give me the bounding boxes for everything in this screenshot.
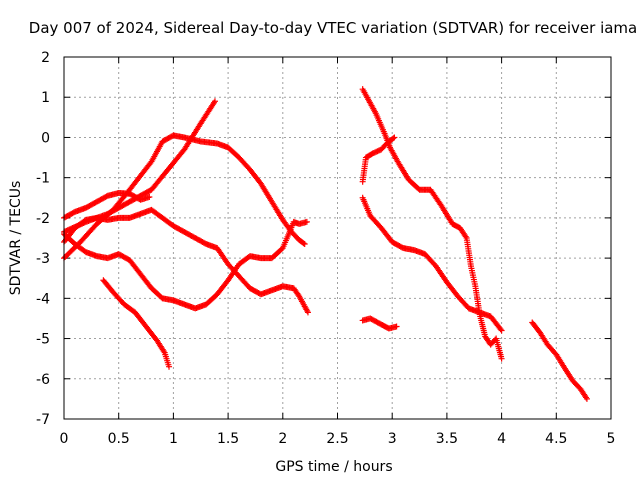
series-track-8 (359, 134, 398, 185)
x-tick-label: 0 (60, 431, 69, 447)
data-point (390, 135, 397, 142)
grid-lines (64, 57, 611, 419)
x-tick-label: 1 (169, 431, 178, 447)
data-point (391, 134, 398, 141)
x-axis-label: GPS time / hours (275, 459, 392, 475)
x-tick-label: 2.5 (326, 431, 348, 447)
data-point (498, 327, 505, 334)
data-point (497, 326, 504, 333)
x-tick-label: 3.5 (436, 431, 458, 447)
data-point (393, 323, 400, 330)
y-tick-label: -4 (36, 291, 50, 307)
x-tick-label: 0.5 (108, 431, 130, 447)
data-point (147, 159, 154, 166)
series-track-9 (359, 194, 505, 334)
data-point (295, 291, 302, 298)
y-tick-label: 1 (41, 90, 50, 106)
x-tick-label: 2 (278, 431, 287, 447)
series-track-6 (100, 277, 173, 370)
data-point (166, 363, 173, 370)
x-tick-label: 4.5 (545, 431, 567, 447)
data-point (301, 241, 308, 248)
y-tick-label: 2 (41, 50, 50, 66)
series-track-5 (61, 218, 310, 312)
series-track-10 (359, 315, 400, 332)
y-tick-labels: 2 1 0 -1 -2 -3 -4 -5 -6 -7 (36, 50, 50, 428)
x-tick-labels: 0 0.5 1 1.5 2 2.5 3 3.5 4 4.5 5 (60, 431, 616, 447)
y-tick-label: -1 (36, 171, 50, 187)
y-axis-label: SDTVAR / TECUs (8, 181, 24, 296)
data-point (146, 193, 153, 200)
data-point (300, 240, 307, 247)
y-tick-label: -7 (36, 412, 50, 428)
y-tick-label: 0 (41, 130, 50, 146)
chart-title: Day 007 of 2024, Sidereal Day-to-day VTE… (29, 19, 637, 37)
x-tick-label: 3 (388, 431, 397, 447)
y-tick-label: -5 (36, 332, 50, 348)
data-point (303, 218, 310, 225)
x-tick-label: 4 (497, 431, 506, 447)
data-point (498, 355, 505, 362)
y-tick-label: -3 (36, 251, 50, 267)
data-series (61, 86, 590, 402)
data-point (211, 98, 218, 105)
data-point (583, 395, 590, 402)
series-track-2 (61, 189, 153, 221)
data-point (304, 309, 311, 316)
y-tick-label: -6 (36, 372, 50, 388)
plot-frame (63, 56, 612, 420)
x-tick-label: 5 (607, 431, 616, 447)
y-tick-label: -2 (36, 211, 50, 227)
x-tick-label: 1.5 (217, 431, 239, 447)
series-track-11 (529, 319, 590, 402)
series-track-7 (359, 86, 505, 362)
